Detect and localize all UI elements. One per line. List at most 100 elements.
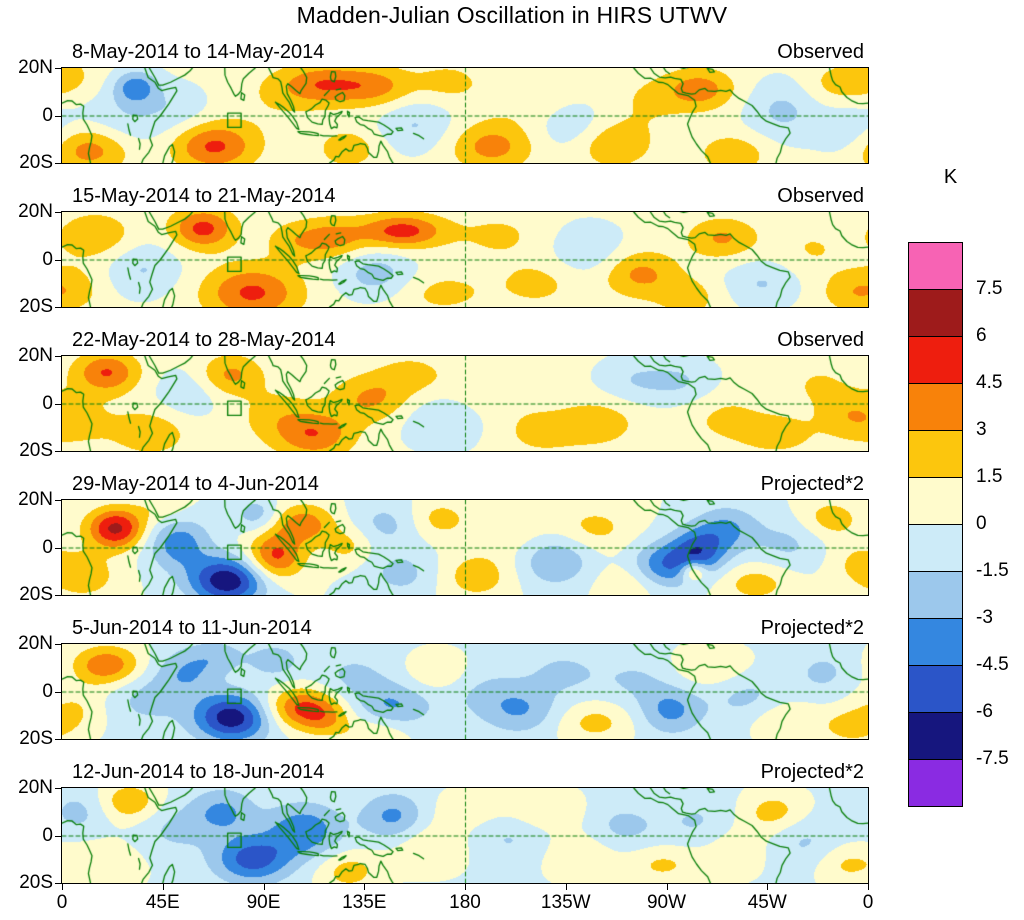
x-tick-mark: [767, 884, 769, 890]
y-tick-label: 20S: [19, 872, 53, 893]
colorbar-tick-label: -7.5: [976, 748, 1009, 769]
colorbar-swatch: [908, 665, 963, 713]
colorbar-tick-label: 3: [976, 419, 987, 440]
colorbar-swatch: [908, 383, 963, 431]
panel-map-canvas: [62, 212, 868, 307]
y-tick-mark: [55, 835, 61, 837]
panel-map: [61, 787, 869, 884]
x-tick-label: 90E: [246, 892, 281, 913]
colorbar-tick-label: 6: [976, 325, 987, 346]
x-tick-label: 45E: [145, 892, 180, 913]
panel-map-canvas: [62, 68, 868, 163]
panel-map-canvas: [62, 356, 868, 451]
colorbar-swatch: [908, 759, 963, 807]
y-tick-label: 0: [42, 536, 53, 558]
colorbar-tick-label: -6: [976, 701, 993, 722]
y-tick-mark: [55, 356, 61, 357]
colorbar-tick-label: -1.5: [976, 560, 1009, 581]
panel-tag-label: Observed: [777, 185, 864, 207]
x-tick-label: 180: [449, 892, 481, 913]
panel-tag-label: Projected*2: [760, 617, 864, 639]
y-tick-mark: [55, 451, 61, 452]
colorbar-tick-label: -3: [976, 607, 993, 628]
colorbar-swatch: [908, 571, 963, 619]
y-tick-label: 20S: [19, 152, 53, 173]
y-tick-mark: [55, 547, 61, 549]
y-tick-mark: [55, 595, 61, 596]
x-tick-mark: [263, 884, 265, 890]
colorbar-tick-label: 1.5: [976, 466, 1003, 487]
panel-tag-label: Observed: [777, 41, 864, 63]
y-tick-label: 20N: [18, 777, 53, 798]
y-tick-mark: [55, 68, 61, 69]
y-tick-label: 0: [42, 104, 53, 126]
panel-map: [61, 67, 869, 164]
y-tick-label: 0: [42, 824, 53, 846]
y-tick-mark: [55, 500, 61, 501]
colorbar-tick-label: 7.5: [976, 278, 1003, 299]
panel-tag-label: Projected*2: [760, 761, 864, 783]
x-tick-mark: [162, 884, 164, 890]
y-tick-mark: [55, 163, 61, 164]
colorbar-swatch: [908, 242, 963, 290]
panel-map: [61, 355, 869, 452]
panel-date-label: 22-May-2014 to 28-May-2014: [72, 329, 336, 351]
y-tick-mark: [55, 259, 61, 261]
x-tick-mark: [465, 884, 466, 890]
x-tick-mark: [364, 884, 366, 890]
x-tick-mark: [868, 884, 869, 890]
y-tick-label: 20S: [19, 584, 53, 605]
colorbar-tick-label: -4.5: [976, 654, 1009, 675]
x-tick-mark: [62, 884, 63, 890]
y-tick-label: 20N: [18, 489, 53, 510]
y-tick-mark: [55, 788, 61, 789]
colorbar-swatch: [908, 336, 963, 384]
y-tick-mark: [55, 115, 61, 117]
y-tick-mark: [55, 739, 61, 740]
y-tick-label: 20N: [18, 345, 53, 366]
panel-map-canvas: [62, 788, 868, 883]
y-tick-label: 20S: [19, 728, 53, 749]
x-tick-mark: [565, 884, 567, 890]
y-tick-mark: [55, 883, 61, 884]
panel-date-label: 8-May-2014 to 14-May-2014: [72, 41, 325, 63]
y-tick-mark: [55, 307, 61, 308]
y-tick-label: 20N: [18, 57, 53, 78]
x-tick-label: 0: [862, 892, 874, 913]
y-tick-label: 20S: [19, 296, 53, 317]
panel-date-label: 15-May-2014 to 21-May-2014: [72, 185, 336, 207]
y-tick-label: 20N: [18, 633, 53, 654]
panel-map: [61, 211, 869, 308]
y-tick-label: 20N: [18, 201, 53, 222]
colorbar-swatch: [908, 712, 963, 760]
panel-map-canvas: [62, 644, 868, 739]
y-tick-label: 0: [42, 680, 53, 702]
panel-date-label: 29-May-2014 to 4-Jun-2014: [72, 473, 319, 495]
y-tick-mark: [55, 644, 61, 645]
x-tick-mark: [666, 884, 668, 890]
y-tick-label: 0: [42, 248, 53, 270]
x-tick-label: 135W: [540, 892, 591, 913]
panel-tag-label: Observed: [777, 329, 864, 351]
y-tick-mark: [55, 212, 61, 213]
panel-date-label: 12-Jun-2014 to 18-Jun-2014: [72, 761, 325, 783]
y-tick-mark: [55, 403, 61, 405]
x-tick-label: 45W: [747, 892, 787, 913]
colorbar-tick-label: 0: [976, 513, 987, 534]
colorbar-swatch: [908, 477, 963, 525]
panel-date-label: 5-Jun-2014 to 11-Jun-2014: [72, 617, 312, 639]
panel-map: [61, 499, 869, 596]
colorbar-swatch: [908, 289, 963, 337]
chart-title: Madden-Julian Oscillation in HIRS UTWV: [296, 2, 728, 28]
colorbar-swatch: [908, 430, 963, 478]
y-tick-label: 0: [42, 392, 53, 414]
colorbar-tick-label: 4.5: [976, 372, 1003, 393]
colorbar-swatch: [908, 618, 963, 666]
x-tick-label: 90W: [646, 892, 687, 913]
y-tick-label: 20S: [19, 440, 53, 461]
panel-map-canvas: [62, 500, 868, 595]
x-tick-label: 135E: [342, 892, 387, 913]
x-tick-label: 0: [56, 892, 68, 913]
colorbar-swatch: [908, 524, 963, 572]
